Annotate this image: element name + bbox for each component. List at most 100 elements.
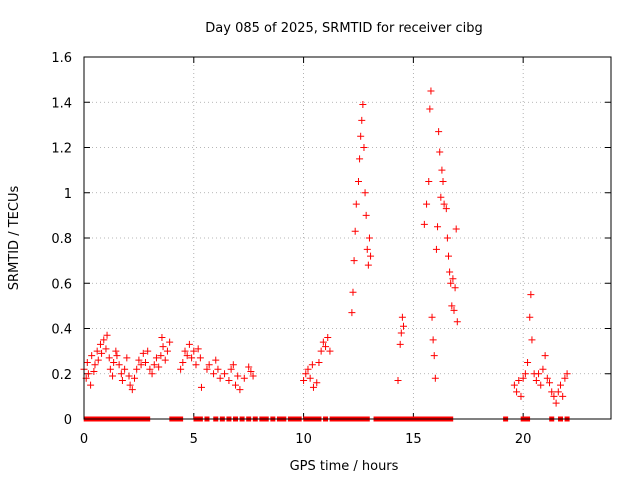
data-point (194, 345, 202, 353)
data-point (137, 361, 145, 369)
data-point (249, 372, 257, 380)
data-point (196, 354, 204, 362)
data-point (203, 365, 211, 373)
data-point (221, 370, 229, 378)
y-tick-label: 1.6 (51, 51, 72, 66)
data-point (313, 379, 321, 387)
data-point (163, 347, 171, 355)
data-point (125, 372, 133, 380)
data-point (552, 399, 560, 407)
data-point (358, 116, 366, 124)
data-point (188, 354, 196, 362)
data-point (100, 336, 108, 344)
data-point (517, 392, 525, 400)
data-point (148, 370, 156, 378)
data-point (563, 370, 571, 378)
plot-frame (83, 56, 612, 420)
data-point (177, 365, 185, 373)
data-point (398, 313, 406, 321)
data-point (543, 374, 551, 382)
data-point (528, 336, 536, 344)
data-point (214, 365, 222, 373)
y-tick-label: 0.2 (51, 368, 72, 383)
data-point (183, 352, 191, 360)
data-point (399, 322, 407, 330)
data-point (245, 363, 253, 371)
data-point (435, 128, 443, 136)
data-point (234, 372, 242, 380)
data-point (112, 347, 120, 355)
data-point (521, 370, 529, 378)
data-point (98, 349, 106, 357)
x-tick-label: 5 (190, 432, 198, 447)
data-point (515, 377, 523, 385)
data-point (197, 383, 205, 391)
data-point (105, 354, 113, 362)
data-point (190, 347, 198, 355)
data-point (232, 381, 240, 389)
data-point (185, 340, 193, 348)
data-point (546, 379, 554, 387)
y-tick-label: 0.4 (51, 323, 72, 338)
data-point (192, 361, 200, 369)
data-point (158, 334, 166, 342)
data-point (88, 352, 96, 360)
data-point (110, 358, 118, 366)
data-point (539, 365, 547, 373)
data-point (317, 347, 325, 355)
data-point (324, 334, 332, 342)
data-point (349, 288, 357, 296)
grid-lines (84, 57, 611, 419)
data-point (155, 363, 163, 371)
data-point (440, 200, 448, 208)
axis-ticks: 0 0.2 0.4 0.6 0.8 1 1.2 1.4 1.6 0 5 10 15 20 (51, 51, 611, 447)
data-point (447, 279, 455, 287)
y-tick-label: 0 (64, 413, 72, 428)
data-point (144, 347, 152, 355)
data-point (139, 349, 147, 357)
data-point (91, 361, 99, 369)
data-point (449, 275, 457, 283)
data-point (94, 356, 102, 364)
data-point (300, 377, 308, 385)
data-point (322, 343, 330, 351)
data-point (350, 257, 358, 265)
y-tick-label: 1 (64, 187, 72, 202)
data-point (348, 309, 356, 317)
data-point (150, 361, 158, 369)
data-point (152, 354, 160, 362)
x-tick-label: 20 (515, 432, 532, 447)
data-point (357, 132, 365, 140)
data-point (113, 352, 121, 360)
data-point (106, 365, 114, 373)
data-point (450, 306, 458, 314)
data-point (431, 374, 439, 382)
data-point (527, 291, 535, 299)
data-point (225, 377, 233, 385)
data-point (351, 227, 359, 235)
data-point (121, 365, 129, 373)
x-tick-label: 15 (405, 432, 422, 447)
data-point (240, 374, 248, 382)
data-point (439, 177, 447, 185)
data-point (434, 223, 442, 231)
data-point (362, 211, 370, 219)
data-point (181, 347, 189, 355)
data-point (535, 370, 543, 378)
data-point (227, 365, 235, 373)
data-point (423, 200, 431, 208)
data-point (179, 358, 187, 366)
data-point (166, 338, 174, 346)
y-tick-label: 0.8 (51, 232, 72, 247)
data-point (146, 365, 154, 373)
y-tick-label: 0.6 (51, 277, 72, 292)
data-point (212, 356, 220, 364)
data-point (365, 234, 373, 242)
data-point (426, 105, 434, 113)
data-point (541, 352, 549, 360)
data-point (117, 370, 125, 378)
data-point (216, 374, 224, 382)
data-points (80, 87, 571, 422)
data-point (135, 356, 143, 364)
data-point (532, 377, 540, 385)
